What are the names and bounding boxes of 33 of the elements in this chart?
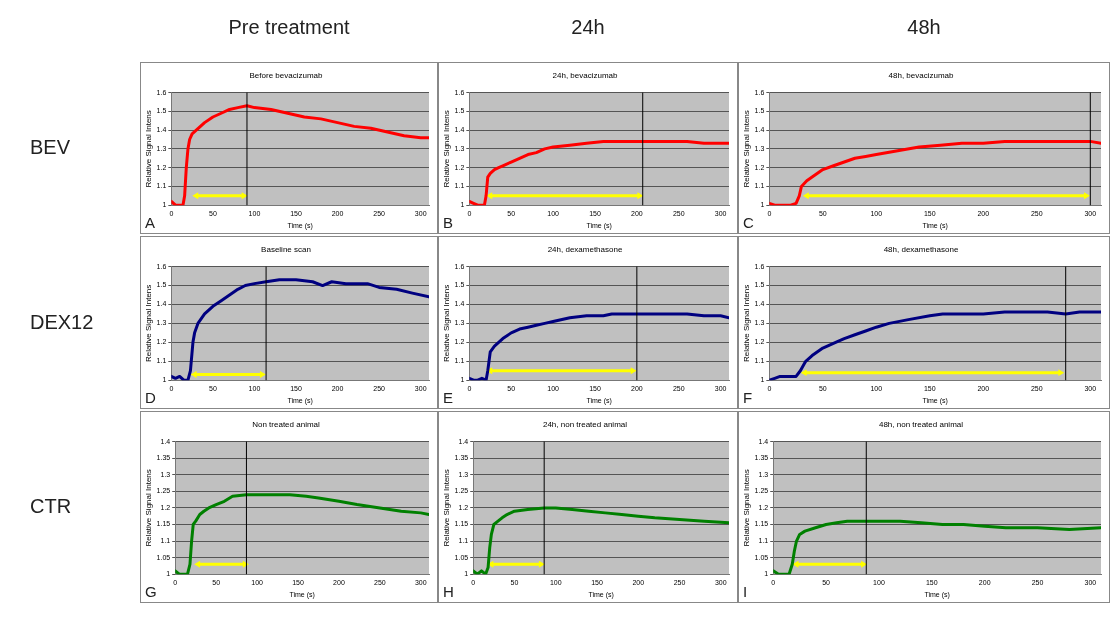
text: 48h xyxy=(906,16,942,39)
y-axis-title: Relative Signal Intens xyxy=(442,469,451,547)
text: Pre treatment xyxy=(227,16,351,39)
y-axis-title: Relative Signal Intens xyxy=(144,469,153,547)
chart-title: 48h, dexamethasone xyxy=(883,245,959,254)
text: G xyxy=(145,582,157,600)
chart-title: Non treated animal xyxy=(252,420,321,429)
text: F xyxy=(743,388,753,406)
text: C xyxy=(743,213,754,231)
chart-title: 24h, dexamethasone xyxy=(547,245,623,254)
chart-title: 24h, non treated animal xyxy=(542,420,628,429)
chart-title: Before bevacizumab xyxy=(249,71,324,80)
text: CTR xyxy=(30,495,72,518)
y-axis-title: Relative Signal Intens xyxy=(742,469,751,547)
y-axis-title: Relative Signal Intens xyxy=(742,110,751,188)
text: H xyxy=(443,582,454,600)
y-axis-title: Relative Signal Intens xyxy=(144,110,153,188)
text: BEV xyxy=(30,136,71,159)
text: D xyxy=(145,388,156,406)
y-axis-title: Relative Signal Intens xyxy=(442,110,451,188)
text: A xyxy=(145,213,156,231)
text: B xyxy=(443,213,454,231)
text: 24h xyxy=(570,16,606,39)
chart-title: 24h, bevacizumab xyxy=(552,71,619,80)
chart-title: 48h, non treated animal xyxy=(878,420,964,429)
y-axis-title: Relative Signal Intens xyxy=(144,284,153,363)
y-axis-title: Relative Signal Intens xyxy=(742,284,751,363)
text: I xyxy=(743,582,748,600)
chart-title: 48h, bevacizumab xyxy=(888,71,955,80)
y-axis-title: Relative Signal Intens xyxy=(442,284,451,363)
chart-title: Baseline scan xyxy=(261,245,311,254)
text: DEX12 xyxy=(30,310,94,334)
text: E xyxy=(443,388,454,406)
